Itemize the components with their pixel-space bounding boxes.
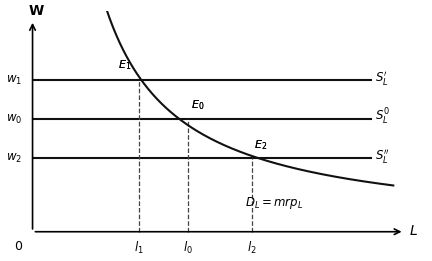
Text: L: L [410, 224, 417, 238]
Text: $E_1$: $E_1$ [118, 58, 131, 72]
Text: $w_0$: $w_0$ [6, 113, 22, 126]
Text: $S_L^{0}$: $S_L^{0}$ [375, 107, 390, 127]
Text: $E_0$: $E_0$ [191, 98, 204, 112]
Text: $l_2$: $l_2$ [247, 240, 257, 257]
Text: $l_1$: $l_1$ [134, 240, 144, 257]
Text: 0: 0 [14, 240, 22, 253]
Text: $D_L = mrp_L$: $D_L = mrp_L$ [245, 195, 303, 211]
Text: $E_1$: $E_1$ [118, 58, 131, 72]
Text: $l_0$: $l_0$ [184, 240, 194, 257]
Text: $S_L^{\prime}$: $S_L^{\prime}$ [375, 69, 389, 87]
Text: $E_2$: $E_2$ [254, 138, 267, 152]
Text: $w_1$: $w_1$ [6, 74, 22, 87]
Text: W: W [29, 4, 44, 18]
Text: $E_2$: $E_2$ [254, 138, 267, 152]
Text: $w_2$: $w_2$ [6, 152, 22, 165]
Text: $E_0$: $E_0$ [191, 98, 204, 112]
Text: $S_L^{\prime\prime}$: $S_L^{\prime\prime}$ [375, 147, 390, 165]
